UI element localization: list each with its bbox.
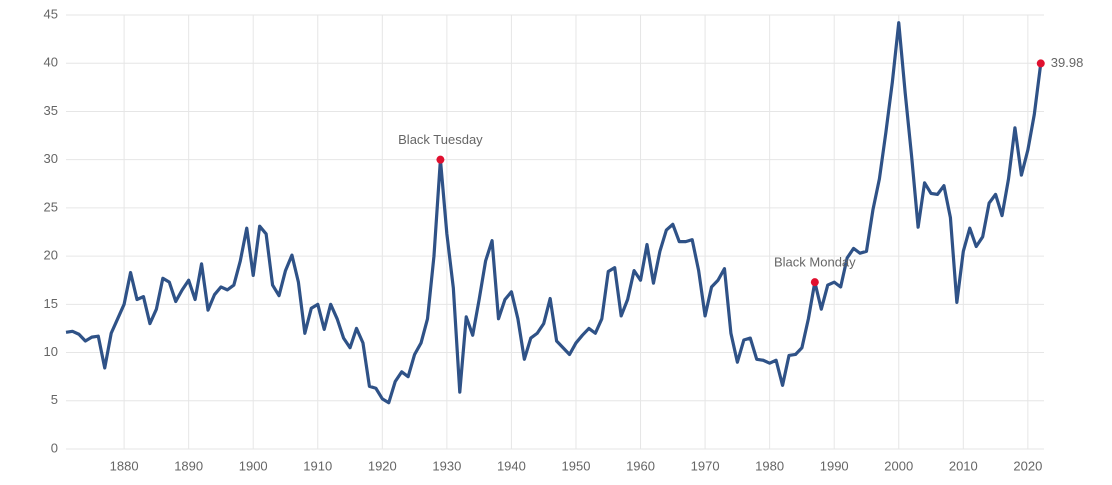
y-tick-label: 40: [44, 55, 58, 70]
x-tick-label: 1990: [820, 458, 849, 473]
annotation: Black Monday: [774, 255, 856, 270]
y-tick-label: 45: [44, 6, 58, 21]
x-tick-label: 2010: [949, 458, 978, 473]
x-tick-label: 1920: [368, 458, 397, 473]
x-tick-label: 1880: [110, 458, 139, 473]
x-tick-label: 1980: [755, 458, 784, 473]
x-tick-label: 1950: [562, 458, 591, 473]
y-tick-label: 5: [51, 392, 58, 407]
y-tick-label: 25: [44, 199, 58, 214]
x-tick-label: 1910: [303, 458, 332, 473]
event-marker: [810, 278, 819, 287]
y-tick-label: 15: [44, 296, 58, 311]
y-tick-label: 30: [44, 151, 58, 166]
y-tick-label: 0: [51, 440, 58, 455]
x-tick-label: 2020: [1013, 458, 1042, 473]
y-tick-label: 35: [44, 103, 58, 118]
y-tick-label: 20: [44, 248, 58, 263]
x-tick-label: 1970: [691, 458, 720, 473]
x-tick-label: 1900: [239, 458, 268, 473]
event-marker: [436, 155, 445, 164]
last-marker: [1036, 59, 1045, 68]
x-tick-label: 1940: [497, 458, 526, 473]
y-tick-label: 10: [44, 344, 58, 359]
annotation: Black Tuesday: [398, 132, 483, 147]
last-value-label: 39.98: [1051, 55, 1084, 70]
x-tick-label: 2000: [884, 458, 913, 473]
data-line: [65, 21, 1043, 405]
x-tick-label: 1960: [626, 458, 655, 473]
x-tick-label: 1930: [432, 458, 461, 473]
x-tick-label: 1890: [174, 458, 203, 473]
